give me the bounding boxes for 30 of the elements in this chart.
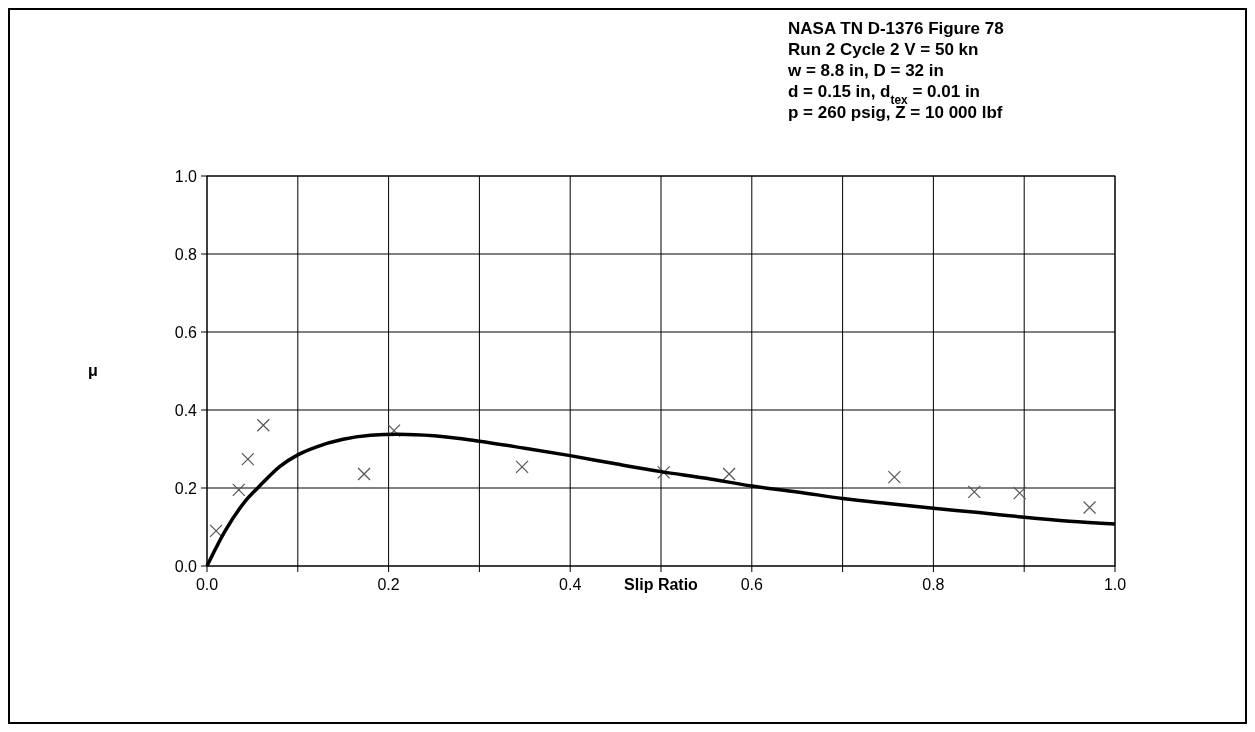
y-tick-label: 0.0	[174, 558, 198, 575]
y-tick-label: 0.8	[174, 246, 198, 263]
point	[657, 465, 671, 479]
y-tick-label: 1.0	[174, 168, 198, 185]
x-tick-label: 0.6	[740, 576, 764, 593]
point	[232, 483, 246, 497]
x-tick-label: 0.2	[377, 576, 400, 593]
point	[967, 485, 981, 499]
point	[241, 452, 255, 466]
y-axis-title: μ	[88, 362, 98, 379]
x-tick-label: 0.0	[195, 576, 219, 593]
chart-title: NASA TN D-1376 Figure 78	[788, 19, 1004, 38]
text: Run 2 Cycle 2 V = 50 kn	[788, 40, 979, 59]
y-tick-label: 0.6	[174, 324, 198, 341]
x-axis-title: Slip Ratio	[624, 576, 699, 593]
point	[887, 470, 901, 484]
point	[209, 524, 223, 538]
text: w = 8.8 in, D = 32 in	[787, 61, 944, 80]
point	[722, 467, 736, 481]
point	[1013, 486, 1027, 500]
point	[256, 418, 270, 432]
x-tick-label: 0.8	[922, 576, 945, 593]
point	[357, 467, 371, 481]
y-tick-label: 0.4	[174, 402, 198, 419]
point	[1082, 500, 1097, 515]
y-tick-label: 0.2	[174, 480, 198, 497]
x-tick-label: 1.0	[1103, 576, 1127, 593]
x-tick-label: 0.4	[559, 576, 582, 593]
point	[387, 424, 401, 438]
point	[515, 460, 529, 474]
